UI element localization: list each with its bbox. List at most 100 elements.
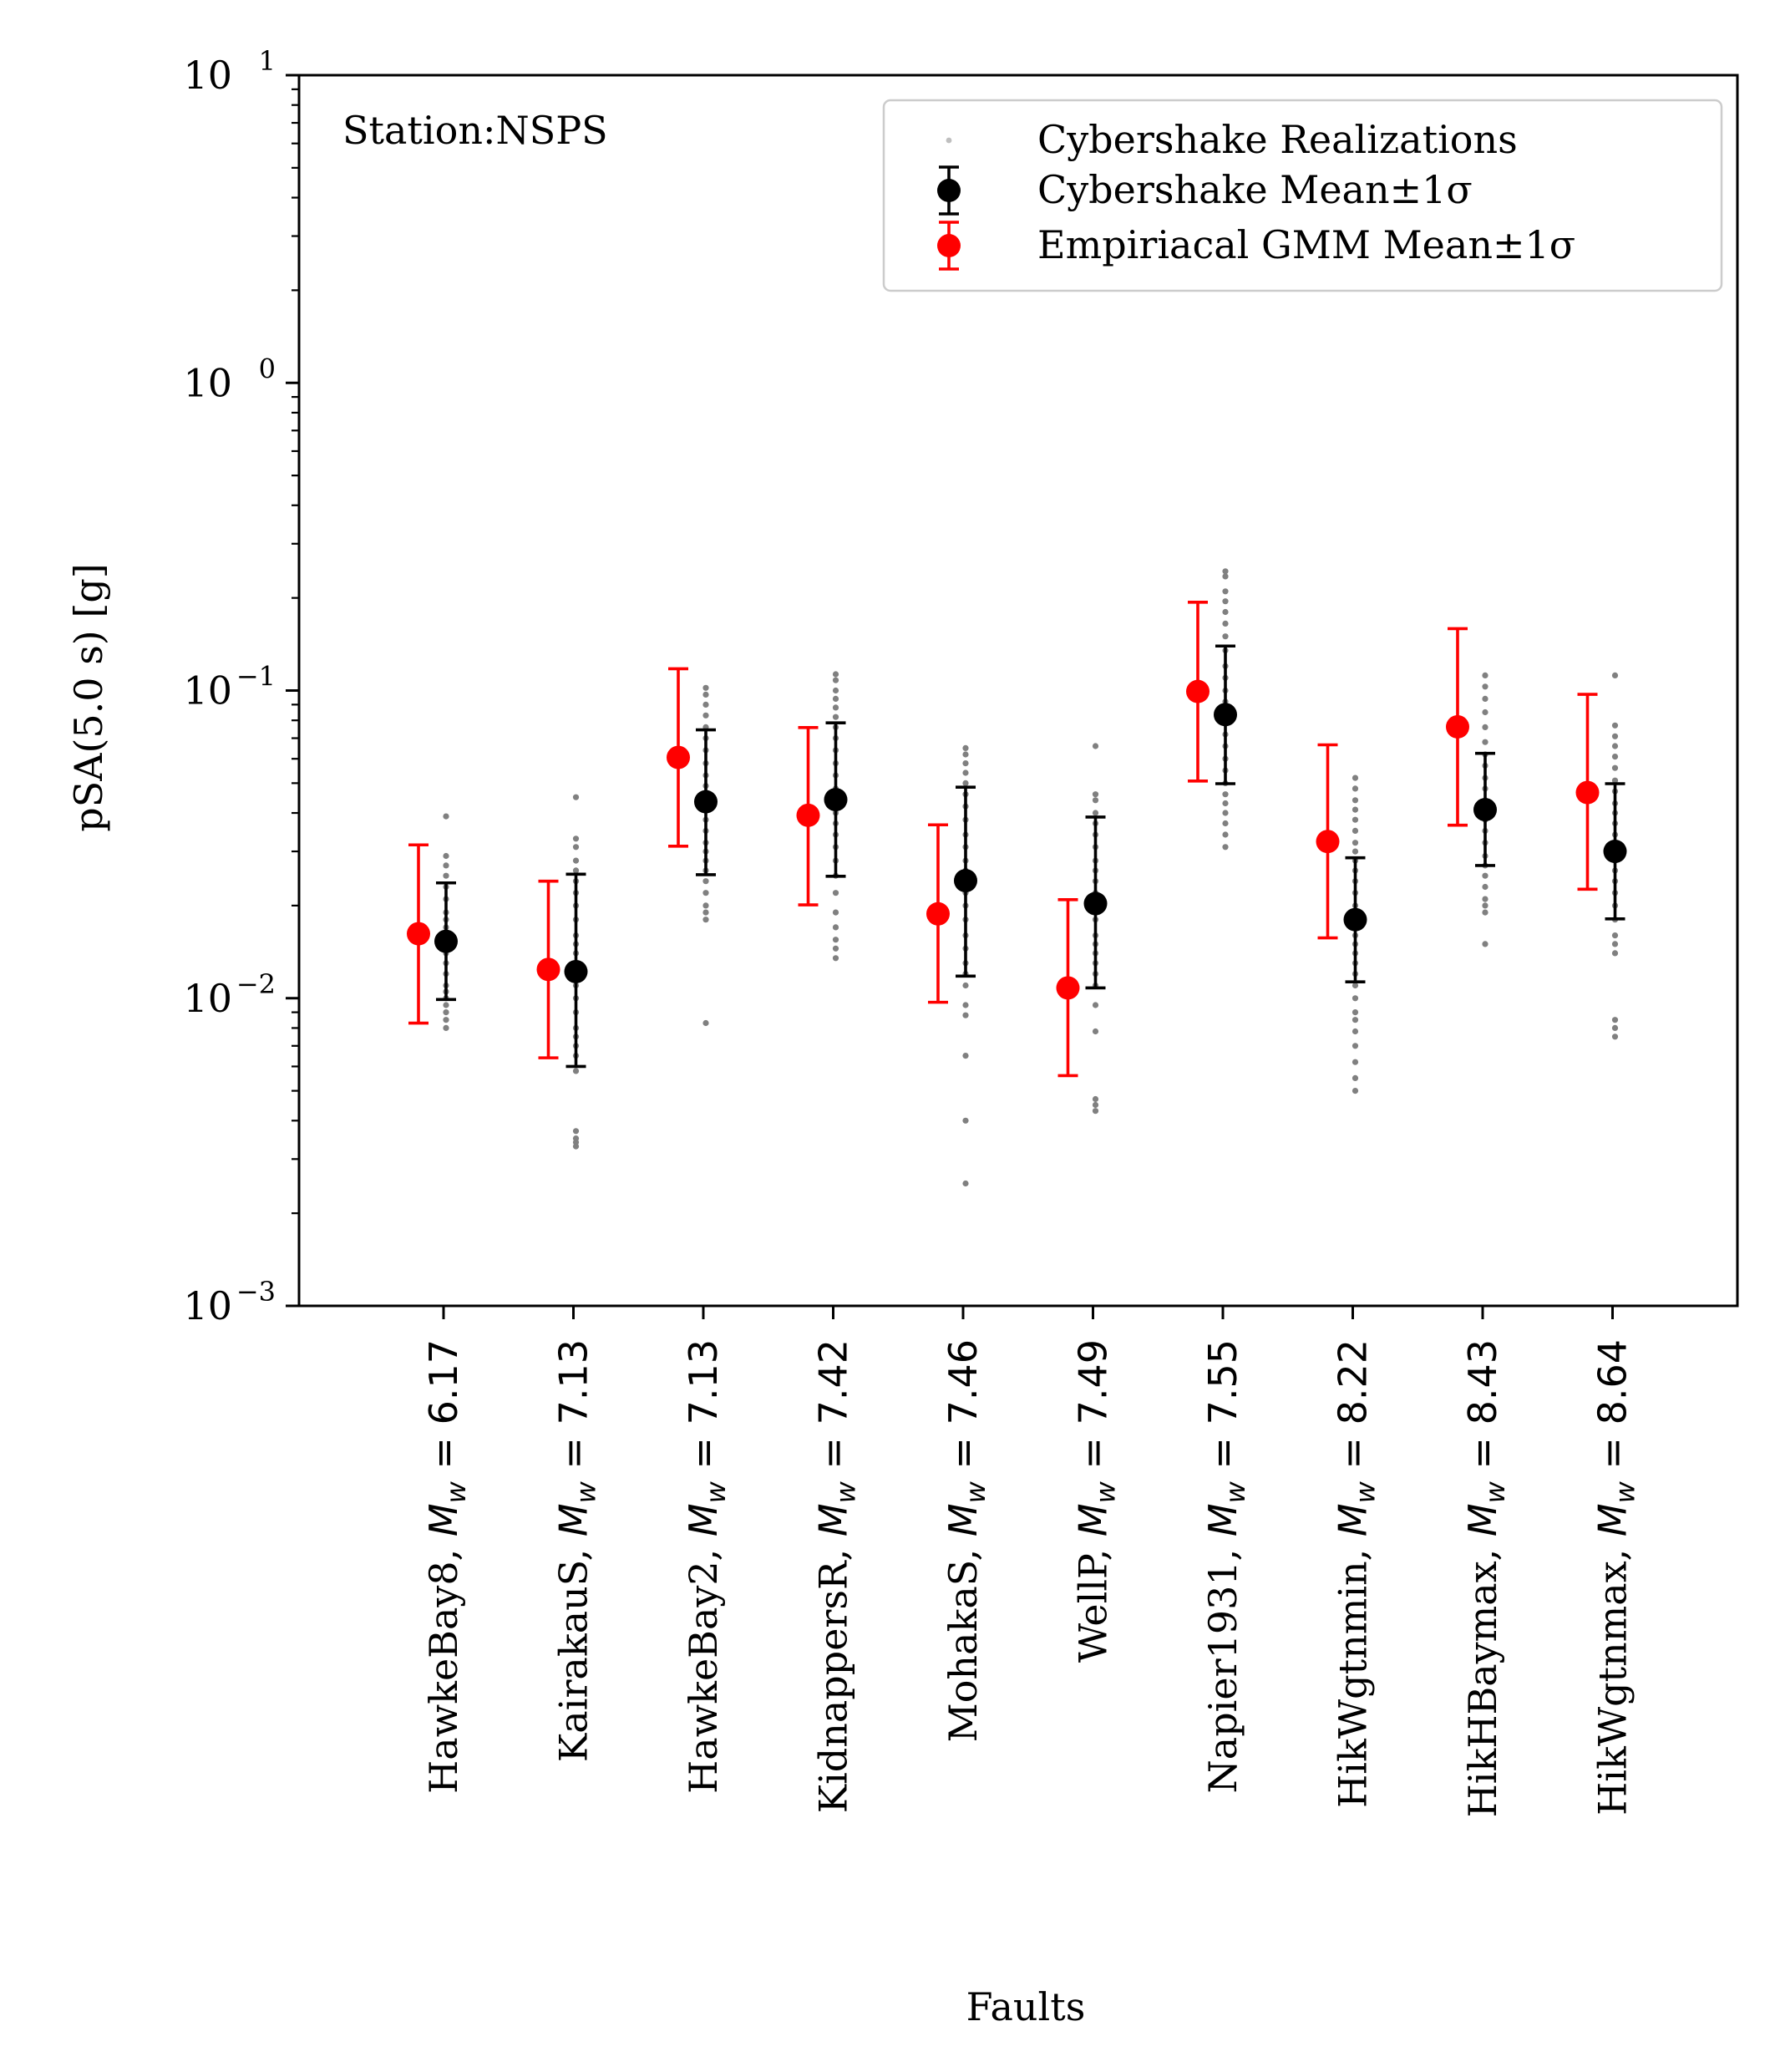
realization-point xyxy=(443,872,449,879)
realization-point xyxy=(702,909,709,916)
realization-point xyxy=(1482,872,1488,879)
realization-point xyxy=(702,878,709,885)
x-tick-label: WellP, Mw = 7.49 xyxy=(1071,1339,1122,1663)
cybershake-mean-point xyxy=(1603,840,1627,864)
legend-label-cybershake: Cybershake Mean±1σ xyxy=(1037,167,1473,212)
realization-point xyxy=(832,687,839,694)
empirical-mean-point xyxy=(1575,780,1600,805)
empirical-mean-point xyxy=(796,803,820,827)
legend-entry-cybershake: Cybershake Mean±1σ xyxy=(937,165,1473,216)
realization-point xyxy=(1611,672,1619,679)
realization-point xyxy=(832,945,839,952)
legend-marker-empirical xyxy=(937,234,961,257)
realization-point xyxy=(1611,1024,1619,1031)
realization-point xyxy=(572,857,580,864)
realization-point xyxy=(1352,774,1359,781)
realization-point xyxy=(962,1002,969,1008)
realization-point xyxy=(1352,1028,1359,1035)
realization-point xyxy=(1611,777,1619,784)
realization-point xyxy=(1611,932,1619,939)
realization-point xyxy=(1352,840,1359,846)
realization-point xyxy=(832,955,839,962)
realization-point xyxy=(572,1068,580,1074)
x-tick-label: MohakaS, Mw = 7.46 xyxy=(941,1339,991,1742)
realization-point xyxy=(1611,764,1619,771)
legend-label-empirical: Empiriacal GMM Mean±1σ xyxy=(1037,222,1575,267)
realization-point xyxy=(1222,573,1229,580)
realization-point xyxy=(1611,1033,1619,1040)
realization-point xyxy=(1352,1074,1359,1081)
realization-point xyxy=(702,684,709,691)
realization-point xyxy=(1482,896,1488,902)
realization-point xyxy=(1352,1017,1359,1023)
empirical-mean-point xyxy=(667,745,690,769)
realization-point xyxy=(962,982,969,989)
x-axis-label: Faults xyxy=(966,1984,1086,2029)
empirical-mean-point xyxy=(1056,976,1080,1000)
realization-point xyxy=(1611,754,1619,760)
plot-area xyxy=(407,568,1627,1187)
realization-point xyxy=(1092,1101,1099,1109)
cybershake-mean-point xyxy=(824,788,848,812)
realization-point xyxy=(572,1143,580,1150)
realization-point xyxy=(572,835,580,842)
realization-point xyxy=(1222,844,1229,851)
realization-point xyxy=(832,695,839,703)
realization-point xyxy=(1482,683,1488,690)
realization-point xyxy=(702,701,709,708)
realization-point xyxy=(1222,791,1229,798)
realization-point xyxy=(572,1128,580,1135)
realization-point xyxy=(1092,1028,1099,1035)
realization-point xyxy=(1611,950,1619,957)
empirical-mean-point xyxy=(536,957,560,982)
cybershake-mean-point xyxy=(954,869,977,893)
empirical-mean-point xyxy=(1186,679,1210,703)
realization-point xyxy=(1611,733,1619,739)
realization-point xyxy=(1222,620,1229,627)
legend-marker-realizations xyxy=(946,137,952,144)
realization-point xyxy=(1352,982,1359,989)
y-tick-exponent: −3 xyxy=(236,1276,276,1308)
realization-point xyxy=(1352,995,1359,1002)
realization-point xyxy=(962,1180,969,1187)
realization-point xyxy=(443,813,449,820)
x-tick-label: HawkeBay2, Mw = 7.13 xyxy=(681,1339,732,1794)
realization-point xyxy=(832,890,839,896)
realization-point xyxy=(1092,1108,1099,1115)
realization-point xyxy=(443,1002,449,1008)
realization-point xyxy=(1222,598,1229,605)
realization-point xyxy=(1352,827,1359,835)
realization-point xyxy=(443,852,449,860)
realization-point xyxy=(1352,1043,1359,1049)
realization-point xyxy=(572,867,580,874)
station-annotation: Station:NSPS xyxy=(342,108,608,153)
realization-point xyxy=(1482,708,1488,716)
x-tick-label: HikWgtnmin, Mw = 8.22 xyxy=(1331,1339,1382,1808)
x-tick-label: HikHBaymax, Mw = 8.43 xyxy=(1460,1339,1511,1817)
realization-point xyxy=(1352,1009,1359,1016)
realization-point xyxy=(702,917,709,923)
realization-point xyxy=(962,760,969,767)
realization-point xyxy=(962,780,969,787)
realization-point xyxy=(1222,800,1229,807)
realization-point xyxy=(1352,797,1359,804)
realization-point xyxy=(962,744,969,752)
realization-point xyxy=(832,924,839,931)
x-tick-label: KidnappersR, Mw = 7.42 xyxy=(811,1339,862,1813)
y-tick-exponent: 0 xyxy=(259,353,276,384)
cybershake-mean-point xyxy=(1343,907,1367,932)
realization-point xyxy=(702,890,709,896)
realization-point xyxy=(702,712,709,719)
realization-point xyxy=(832,671,839,678)
realization-point xyxy=(962,1012,969,1018)
realization-point xyxy=(1482,695,1488,703)
cybershake-mean-point xyxy=(694,790,718,814)
y-tick-exponent: −2 xyxy=(236,968,276,1000)
y-tick-exponent: −1 xyxy=(236,661,276,693)
cybershake-mean-point xyxy=(1473,798,1497,822)
realization-point xyxy=(1352,785,1359,792)
realization-point xyxy=(1611,1017,1619,1023)
